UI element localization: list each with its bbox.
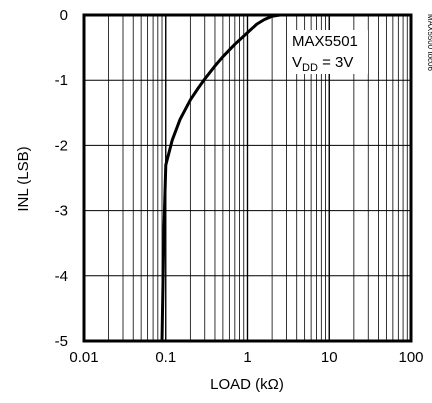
annotation-background xyxy=(288,30,368,74)
y-tick-label: -4 xyxy=(55,268,68,285)
x-tick-label: 0.01 xyxy=(69,349,98,366)
figure-id-label: MAX5500 toc06 xyxy=(426,14,432,71)
y-tick-label: -1 xyxy=(55,72,68,89)
annotation-supply-value: = 3V xyxy=(318,54,353,71)
y-tick-label: -5 xyxy=(55,333,68,350)
x-axis-title: LOAD (kΩ) xyxy=(210,376,284,393)
x-tick-labels: 0.01 0.1 1 10 100 xyxy=(69,349,423,366)
plot-frame xyxy=(82,13,413,343)
annotation-supply: VDD = 3V xyxy=(292,54,353,74)
x-tick-label: 1 xyxy=(243,349,251,366)
y-tick-label: -2 xyxy=(55,137,68,154)
y-tick-label: 0 xyxy=(60,7,68,24)
x-tick-label: 10 xyxy=(321,349,338,366)
y-axis-title: INL (LSB) xyxy=(15,146,32,211)
x-tick-label: 0.1 xyxy=(155,349,176,366)
grid-lines xyxy=(84,15,411,341)
y-tick-labels: 0 -1 -2 -3 -4 -5 xyxy=(55,7,68,350)
annotation-supply-sub: DD xyxy=(302,62,318,74)
y-tick-label: -3 xyxy=(55,203,68,220)
annotation-supply-v: V xyxy=(292,54,302,71)
x-tick-label: 100 xyxy=(398,349,423,366)
annotation-device: MAX5501 xyxy=(292,33,358,50)
